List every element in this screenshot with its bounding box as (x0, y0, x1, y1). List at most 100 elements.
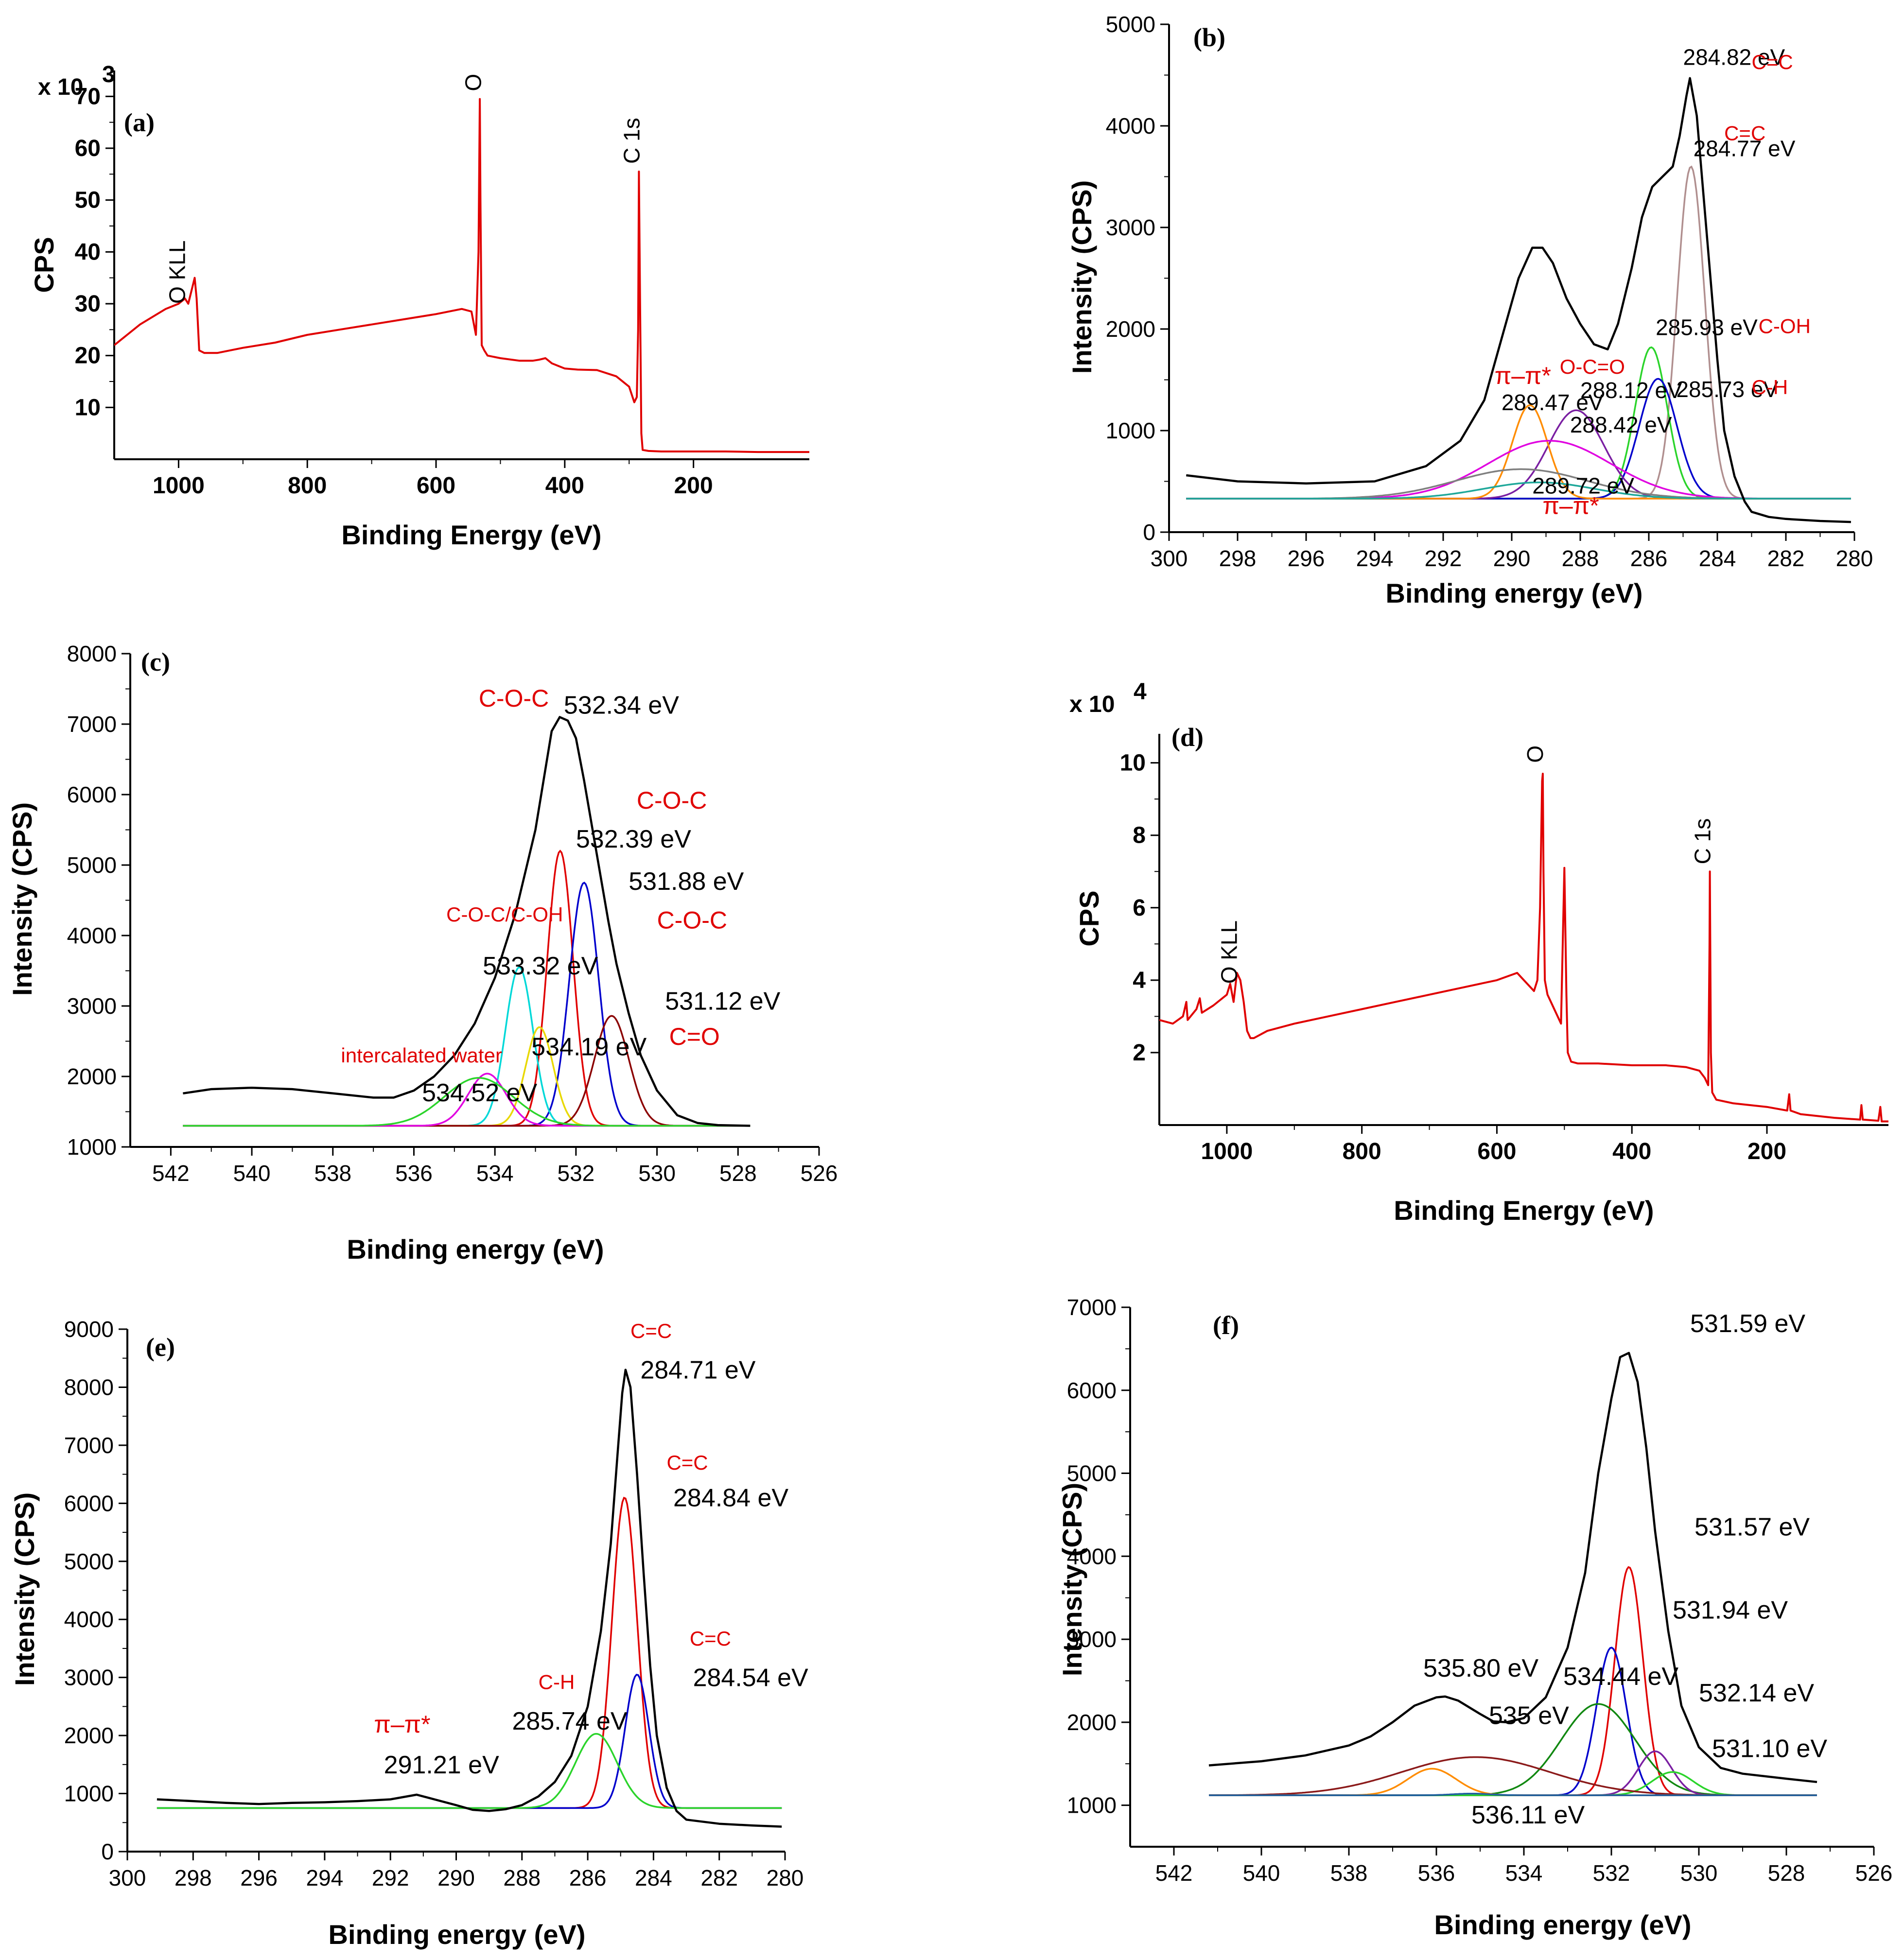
panel-d-survey-chart: 1000 800 600 400 200 2 4 6 8 10 Binding Energy (eV… (1069, 679, 1888, 1226)
peak-annotation: π–π* (1495, 362, 1551, 389)
panel-e-c1s-chart: 300 298 296 294 292 290 288 286 284 282 280 0 1000 20… (9, 1317, 808, 1950)
peak-annotation: 289.47 eV (1502, 390, 1604, 415)
y-axis-title: Intensity (CPS) (1057, 1483, 1087, 1676)
x-tick-label: 534 (476, 1161, 514, 1186)
peak-annotation: 531.59 eV (1690, 1310, 1805, 1338)
peak-annotation: C-H (1752, 376, 1788, 399)
panel-label: (a) (124, 108, 155, 137)
peak-annotation: 531.57 eV (1694, 1513, 1810, 1542)
y-tick-label: 4000 (64, 1607, 114, 1632)
peak-annotation: C-O-C/C-OH (446, 903, 563, 926)
peak-annotation: 289.72 eV (1532, 473, 1634, 499)
peak-annotation: O (461, 74, 486, 91)
peak-annotation: 288.12 eV (1580, 378, 1682, 403)
plot-area (157, 1369, 782, 1828)
peak-annotation: C 1s (619, 118, 644, 164)
y-tick-label: 3000 (64, 1665, 114, 1690)
x-tick-label: 280 (1836, 546, 1873, 571)
panel-a-survey-chart: 1000 800 600 400 200 10 20 30 40 50 60 70 Binding En… (29, 62, 809, 550)
peak-annotation: C 1s (1690, 818, 1715, 865)
x-tick-label: 296 (240, 1865, 278, 1890)
peak-annotation: 532.39 eV (576, 825, 691, 853)
peak-annotation: 536.11 eV (1471, 1801, 1585, 1829)
peak-annotation: 531.94 eV (1673, 1596, 1788, 1624)
y-multiplier-exponent: 3 (102, 62, 115, 87)
x-tick-label: 400 (545, 473, 584, 499)
envelope-spectrum (1208, 1352, 1817, 1784)
component-peak-7 (183, 1077, 751, 1127)
x-tick-label: 280 (767, 1865, 804, 1890)
peak-annotation: 535 eV (1489, 1701, 1569, 1730)
y-tick-label: 2 (1133, 1040, 1146, 1066)
peak-annotation: 532.34 eV (564, 691, 679, 719)
y-axis-title: Intensity (CPS) (7, 802, 37, 996)
panel-label: (f) (1213, 1311, 1239, 1340)
y-tick-label: 7000 (1067, 1295, 1117, 1320)
y-tick-label: 8 (1133, 823, 1146, 849)
panel-label: (e) (146, 1333, 175, 1362)
peak-annotation: 535.80 eV (1423, 1654, 1538, 1682)
y-tick-label: 6000 (64, 1491, 114, 1516)
x-tick-label: 290 (437, 1865, 475, 1890)
y-tick-label: 5000 (1067, 1461, 1117, 1486)
x-tick-label: 282 (700, 1865, 738, 1890)
peak-annotation: C-H (539, 1671, 575, 1694)
x-axis-title: Binding energy (eV) (329, 1919, 586, 1950)
peak-annotation: 531.10 eV (1712, 1735, 1827, 1763)
x-tick-label: 538 (1330, 1860, 1368, 1886)
y-multiplier-exponent: 4 (1134, 679, 1147, 705)
y-tick-label: 0 (101, 1839, 114, 1864)
x-tick-label: 300 (1151, 546, 1188, 571)
x-tick-label: 294 (1356, 546, 1394, 571)
x-tick-label: 290 (1493, 546, 1531, 571)
y-tick-label: 2000 (64, 1723, 114, 1748)
x-axis-title: Binding Energy (eV) (341, 520, 601, 550)
x-tick-label: 284 (1699, 546, 1736, 571)
x-tick-label: 292 (1425, 546, 1462, 571)
y-tick-label: 3000 (1106, 215, 1155, 240)
peak-annotation: 534.52 eV (422, 1079, 537, 1107)
x-tick-label: 528 (1768, 1860, 1805, 1886)
peak-annotation: 284.77 eV (1694, 136, 1796, 161)
y-tick-label: 0 (1143, 520, 1155, 545)
y-tick-label: 20 (75, 343, 101, 369)
peak-annotation: O (1522, 745, 1548, 763)
y-tick-label: 2000 (1067, 1710, 1117, 1735)
y-tick-label: 6000 (67, 782, 117, 807)
x-tick-label: 600 (417, 473, 455, 499)
x-tick-label: 536 (1418, 1860, 1455, 1886)
y-tick-label: 4 (1133, 968, 1146, 993)
plot-area (183, 716, 751, 1127)
peak-annotation: 534.44 eV (1563, 1663, 1678, 1691)
peak-annotation: 533.32 eV (483, 952, 598, 980)
x-tick-label: 540 (1243, 1860, 1280, 1886)
peak-annotation: C=C (690, 1627, 731, 1650)
peak-annotation: C=C (1724, 121, 1765, 144)
plot-area (1186, 77, 1851, 523)
series-line-survey (1159, 773, 1888, 1123)
x-tick-label: 282 (1767, 546, 1805, 571)
peak-annotation: π–π* (1542, 492, 1599, 519)
y-tick-label: 2000 (67, 1064, 117, 1089)
peak-annotation: 285.93 eV (1656, 315, 1758, 340)
peak-annotation: 284.54 eV (693, 1664, 808, 1692)
y-tick-label: 5000 (64, 1549, 114, 1574)
envelope-spectrum (157, 1369, 782, 1828)
y-tick-label: 1000 (64, 1781, 114, 1806)
x-tick-label: 600 (1477, 1139, 1516, 1164)
x-tick-label: 542 (1155, 1860, 1193, 1886)
peak-annotation: 285.73 eV (1676, 377, 1778, 402)
y-tick-label: 4000 (1067, 1543, 1117, 1569)
peak-annotation: 531.88 eV (629, 867, 744, 896)
peak-annotation: C-O-C (657, 907, 727, 934)
x-tick-label: 526 (801, 1161, 838, 1186)
y-tick-label: 4000 (67, 923, 117, 948)
y-tick-label: 40 (75, 239, 101, 265)
x-tick-label: 530 (1680, 1860, 1718, 1886)
y-axis-title: Intensity (CPS) (9, 1492, 40, 1686)
y-tick-label: 10 (75, 395, 101, 420)
x-tick-label: 294 (306, 1865, 344, 1890)
peak-annotation: C-O-C (637, 787, 707, 814)
peak-annotation: 534.19 eV (531, 1033, 646, 1061)
